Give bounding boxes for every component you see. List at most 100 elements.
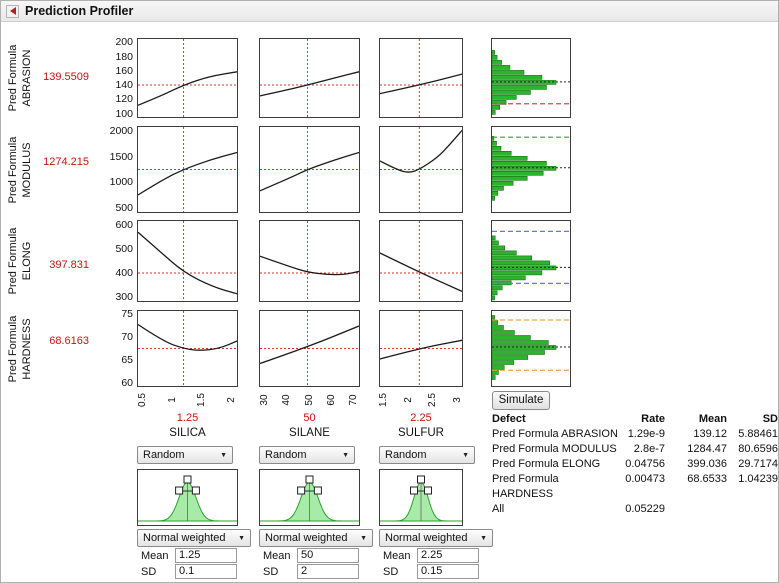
profiler-plot-abrasion-silica[interactable] <box>137 38 238 118</box>
weighting-dropdown-silica[interactable]: Normal weighted ▼ <box>137 529 251 547</box>
chevron-down-icon: ▼ <box>342 451 349 459</box>
disclosure-triangle-icon[interactable] <box>6 4 19 18</box>
mean-input-sulfur[interactable]: 2.25 <box>417 548 479 563</box>
defect-table-cell-sd: 80.6596 <box>738 443 778 455</box>
defect-table-cell-mean: 139.12 <box>693 428 727 440</box>
dropdown-label: Normal weighted <box>265 532 348 544</box>
profiler-plot-elong-silica[interactable] <box>137 220 238 302</box>
distribution-panel-silane[interactable] <box>259 469 360 526</box>
mean-input-silane[interactable]: 50 <box>297 548 359 563</box>
weighting-dropdown-silane[interactable]: Normal weighted ▼ <box>259 529 373 547</box>
y-tick-label: 120 <box>115 93 133 106</box>
y-tick-label: 500 <box>115 202 133 215</box>
prediction-curve <box>260 255 359 276</box>
histogram-bar <box>492 60 502 65</box>
chevron-down-icon: ▼ <box>220 451 227 459</box>
mean-handle[interactable] <box>183 475 192 484</box>
defect-table-header: Defect <box>492 413 526 425</box>
sim-histogram-elong <box>491 220 571 302</box>
profiler-plot-modulus-sulfur[interactable] <box>379 126 463 213</box>
profiler-plot-hardness-silane[interactable] <box>259 310 360 387</box>
sd-input-silane[interactable]: 2 <box>297 564 359 579</box>
factor-current-value[interactable]: 2.25 <box>410 412 432 424</box>
histogram-bar <box>492 165 557 171</box>
profiler-plot-abrasion-sulfur[interactable] <box>379 38 463 118</box>
profiler-plot-elong-sulfur[interactable] <box>379 220 463 302</box>
mean-label: Mean <box>383 550 411 562</box>
profiler-plot-elong-silane[interactable] <box>259 220 360 302</box>
plot-svg <box>260 39 359 117</box>
y-tick-label: 500 <box>115 242 133 255</box>
y-tick-label: 400 <box>115 267 133 280</box>
histogram-bar <box>492 136 495 141</box>
defect-table-cell-mean <box>665 502 727 517</box>
x-tick-label: 50 <box>303 394 315 406</box>
sd-handle-right[interactable] <box>424 486 432 495</box>
plot-svg <box>380 311 462 386</box>
plot-svg <box>138 221 237 301</box>
sd-handle-left[interactable] <box>297 486 306 495</box>
plot-svg <box>380 221 462 301</box>
defect-table-cell-sd: 5.88461 <box>738 428 778 440</box>
y-tick-label: 160 <box>115 64 133 77</box>
response-current-value: 397.831 <box>49 259 89 272</box>
histogram-bar <box>492 160 547 166</box>
factor-current-value[interactable]: 50 <box>303 412 316 424</box>
sd-handle-right[interactable] <box>313 486 322 495</box>
weighting-dropdown-sulfur[interactable]: Normal weighted ▼ <box>379 529 493 547</box>
y-tick-label: 200 <box>115 36 133 49</box>
histogram-bar <box>492 175 528 181</box>
profiler-plot-hardness-silica[interactable] <box>137 310 238 387</box>
distribution-svg <box>380 475 462 522</box>
prediction-curve <box>380 73 462 95</box>
histogram-bar <box>492 155 528 161</box>
distribution-panel-sulfur[interactable] <box>379 469 463 526</box>
sd-handle-left[interactable] <box>410 486 418 495</box>
prediction-curve <box>260 325 359 365</box>
profiler-plot-modulus-silica[interactable] <box>137 126 238 213</box>
histogram-bar <box>492 360 515 365</box>
prediction-curve <box>138 71 237 106</box>
y-tick-label: 140 <box>115 79 133 92</box>
sd-handle-right[interactable] <box>191 486 200 495</box>
profiler-plot-abrasion-silane[interactable] <box>259 38 360 118</box>
distribution-svg <box>260 475 359 522</box>
profiler-plot-hardness-sulfur[interactable] <box>379 310 463 387</box>
defect-table-cell-sd <box>727 502 778 517</box>
x-tick-label: 3 <box>451 397 463 403</box>
x-tick-label: 1 <box>166 397 178 403</box>
mean-handle[interactable] <box>417 475 425 484</box>
response-current-value: 68.6163 <box>49 334 89 347</box>
x-tick-label: 30 <box>259 394 271 406</box>
x-tick-label: 2 <box>402 397 414 403</box>
mean-handle[interactable] <box>305 475 314 484</box>
sd-input-silica[interactable]: 0.1 <box>175 564 237 579</box>
sampling-dropdown-sulfur[interactable]: Random ▼ <box>379 446 475 464</box>
histogram-bar <box>492 350 545 355</box>
mean-label: Mean <box>141 550 169 562</box>
sim-histogram-hardness <box>491 310 571 387</box>
histogram-bar <box>492 285 503 291</box>
factor-name: SILANE <box>289 427 330 439</box>
defect-table-header: SD <box>762 413 778 425</box>
histogram-bar <box>492 250 517 256</box>
factor-current-value[interactable]: 1.25 <box>176 412 199 424</box>
histogram-bar <box>492 320 499 325</box>
histogram-bar <box>492 325 504 330</box>
prediction-curve <box>260 151 359 192</box>
histogram-bar <box>492 365 505 370</box>
defect-table-cell-rate: 0.05229 <box>625 503 665 515</box>
distribution-panel-silica[interactable] <box>137 469 238 526</box>
sampling-dropdown-silica[interactable]: Random ▼ <box>137 446 233 464</box>
mean-input-silica[interactable]: 1.25 <box>175 548 237 563</box>
sd-input-sulfur[interactable]: 0.15 <box>417 564 479 579</box>
distribution-svg <box>138 475 237 522</box>
chevron-down-icon: ▼ <box>462 451 469 459</box>
histogram-bar <box>492 255 533 261</box>
profiler-plot-modulus-silane[interactable] <box>259 126 360 213</box>
simulate-button[interactable]: Simulate <box>492 391 550 410</box>
defect-table-cell-name: Pred Formula MODULUS <box>492 443 617 455</box>
sd-handle-left[interactable] <box>175 486 184 495</box>
sampling-dropdown-silane[interactable]: Random ▼ <box>259 446 355 464</box>
response-label-prefix: Pred Formula <box>7 315 19 382</box>
